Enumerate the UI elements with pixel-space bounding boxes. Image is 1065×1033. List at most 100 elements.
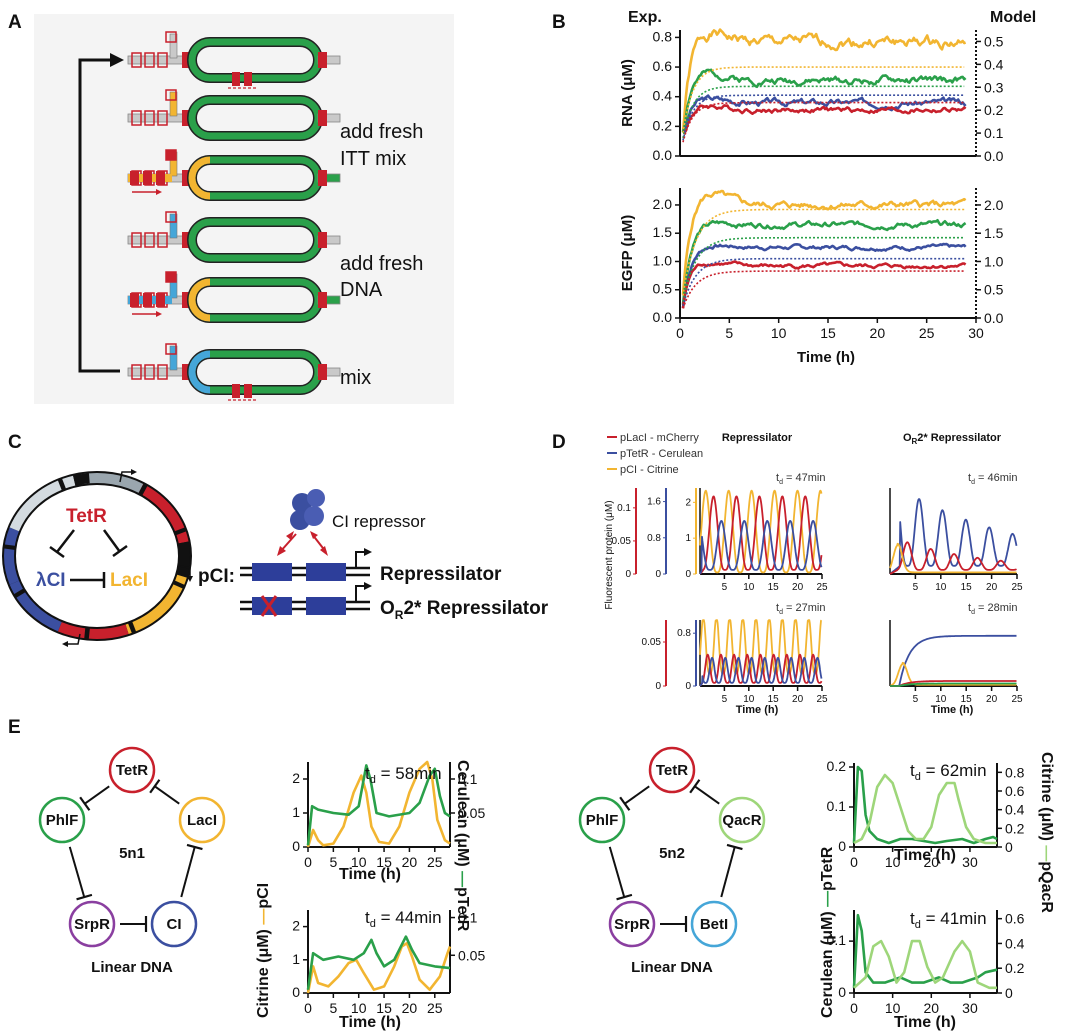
panelA-label-itt-2: ITT mix: [340, 148, 406, 170]
laci-label: LacI: [110, 570, 148, 591]
tick-label: 20: [792, 582, 804, 593]
operator-site-icon: [156, 171, 165, 185]
tick-label: 0.6: [653, 58, 673, 74]
panelE-xlabel-tr: Time (h): [894, 847, 956, 864]
tick-label: 0.5: [984, 33, 1004, 49]
tick-label: 15: [376, 854, 392, 870]
tick-label: 0.6: [1005, 911, 1025, 927]
tick-label: 0.1: [458, 771, 478, 787]
ci-repressor-label: CI repressor: [332, 512, 426, 531]
rna-chart: 0.0 0.2 0.4 0.6 0.8 0.0 0.1 0.2 0.3 0.4 0.5 RNA (μM…: [619, 28, 1004, 164]
tick-label: 25: [1011, 694, 1023, 705]
tick-label: 10: [351, 1000, 367, 1016]
binding-arrowhead: [286, 531, 294, 540]
tick-label: 0: [685, 681, 691, 692]
network-node-label: PhlF: [586, 812, 619, 829]
tick-label: 5: [722, 694, 728, 705]
td-label: td = 62min: [910, 761, 987, 783]
exp-series-line: [681, 242, 967, 309]
tick-label: 0: [850, 1000, 858, 1016]
model-series-line: [682, 85, 965, 139]
dna-construct: [127, 211, 341, 263]
tick-label: 5: [722, 582, 728, 593]
plasmid-terminator: [138, 483, 148, 496]
operator-site-icon: [143, 171, 152, 185]
plasmid-terminator: [174, 527, 187, 536]
repression-bar: [149, 779, 161, 794]
tick-label: 20: [402, 1000, 418, 1016]
tick-label: 0: [1005, 985, 1013, 1001]
svg-text:td = 27min: td = 27min: [776, 602, 825, 616]
plasmid-gene-segment: [9, 475, 76, 532]
network-node-label: LacI: [187, 812, 217, 829]
repression-edge: [624, 785, 650, 805]
tick-label: 0.8: [1005, 764, 1025, 780]
promoter-block: [318, 110, 327, 126]
plasmid-terminator: [127, 621, 137, 634]
operator-site-icon: [157, 52, 168, 68]
svg-text:td = 47min: td = 47min: [776, 472, 825, 486]
promoter-block: [318, 292, 327, 308]
loop-arrow: [78, 58, 120, 373]
network-node-label: CI: [167, 916, 182, 933]
oscillation-line: [699, 520, 823, 575]
trace-line: [306, 760, 451, 848]
tick-label: 15: [376, 1000, 392, 1016]
operator-site-icon: [165, 211, 177, 223]
arrowhead-icon: [156, 311, 162, 317]
tick-label: 0.1: [458, 910, 478, 926]
network-node: [648, 746, 696, 794]
tick-label: 0.5: [653, 281, 673, 297]
panel-label-e: E: [8, 717, 21, 738]
network-center-label: 5n1: [119, 845, 145, 862]
egfp-chart: 0.0 0.5 1.0 1.5 2.0 0.0 0.5 1.0 1.5 2.0 0 5 10 15 20 25…: [619, 188, 1004, 341]
plasmid-gene-segment: [73, 473, 90, 486]
promoter-block: [318, 170, 327, 186]
tick-label: 1.5: [653, 224, 673, 240]
tick-label: 10: [885, 854, 901, 870]
network-node-label: QacR: [722, 812, 761, 829]
tick-label: 0.6: [1005, 783, 1025, 799]
svg-text:td = 58min: td = 58min: [365, 764, 442, 786]
repression-bar: [49, 545, 65, 559]
arrowhead-icon: [187, 576, 193, 582]
tick-label: 0.8: [653, 28, 673, 44]
network-node-label: TetR: [656, 762, 688, 779]
tick-label: 0.0: [984, 148, 1004, 164]
promoter-arrow-icon: [119, 471, 134, 483]
network-node: [578, 796, 626, 844]
tick-label: 10: [743, 582, 755, 593]
operator-site-icon: [157, 110, 168, 126]
pci-promoter-mutant: [240, 582, 372, 617]
tick-label: 10: [885, 1000, 901, 1016]
model-label: Model: [990, 9, 1036, 26]
panelE-right-y2label: Citrine (μM) —pQacR: [1038, 752, 1055, 913]
plasmid-terminator: [172, 580, 186, 589]
network-5n1: TetR LacI CI SrpR PhlF 5n1 Linear DNA: [38, 746, 226, 976]
tick-label: 5: [329, 854, 337, 870]
repression-laci-tetr: [102, 529, 122, 553]
network-node: [108, 746, 156, 794]
repression-edge: [84, 785, 110, 805]
repression-bar: [619, 796, 631, 811]
operator-site-icon: [232, 72, 240, 86]
panelD-top-left-chart: 5 10 15 20 25 0 0.05 0.1 0 0.8 1.6 0 1 2: [612, 488, 828, 593]
trace-line: [852, 913, 998, 988]
operator-site-icon: [157, 364, 168, 380]
network-node-label: BetI: [700, 916, 728, 933]
repression-bar: [689, 779, 701, 794]
operator-site-icon: [144, 232, 155, 248]
exp-series-line: [681, 260, 967, 309]
model-series-line: [682, 208, 965, 296]
oscillation-line: [889, 542, 1017, 574]
panelE-xlabel-bl: Time (h): [339, 1014, 401, 1031]
y-axis-label: RNA (μM): [619, 59, 636, 127]
plasmid-loop-segment: [188, 350, 211, 394]
legend-pci: pCI - Citrine: [620, 464, 679, 476]
network-node-label: TetR: [116, 762, 148, 779]
oscillation-line: [889, 541, 1017, 575]
tick-label: 20: [986, 582, 998, 593]
tick-label: 5: [913, 694, 919, 705]
tick-label: 0: [838, 838, 846, 854]
svg-text:td = 46min: td = 46min: [968, 472, 1017, 486]
